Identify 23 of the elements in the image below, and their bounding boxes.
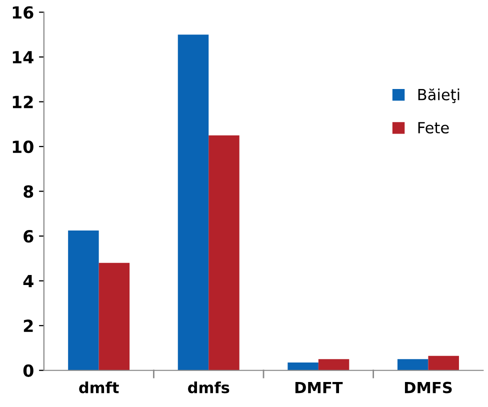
bar [208,135,240,370]
y-tick-label: 14 [12,51,34,64]
x-tick-label: DMFT [295,382,343,394]
bar [98,262,130,370]
bar [318,359,350,370]
legend-label: Băieţi [418,88,460,104]
y-tick-label: 4 [23,275,34,288]
bar [288,362,318,370]
legend-label: Fete [418,122,449,134]
bar [428,356,459,370]
y-tick-label: 2 [24,320,33,332]
bar [178,34,209,370]
y-tick-label: 6 [24,230,34,243]
x-tick-label: dmfs [188,381,230,394]
y-tick-label: 8 [24,185,34,198]
x-tick-label: DMFS [404,382,452,394]
bar [68,230,99,370]
x-tick-label: dmft [79,381,119,394]
y-tick-label: 10 [12,140,34,154]
y-tick-label: 16 [12,6,34,19]
bar [397,359,428,370]
y-tick-label: 0 [23,364,34,377]
y-tick-label: 12 [12,96,33,108]
